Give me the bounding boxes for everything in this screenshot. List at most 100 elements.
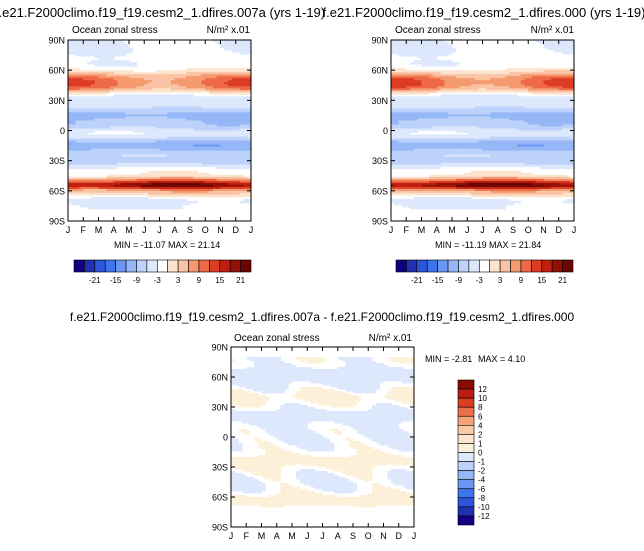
- heatmap-cell: [148, 206, 153, 210]
- heatmap-cell: [201, 180, 206, 184]
- heatmap-cell: [106, 100, 111, 103]
- heatmap-cell: [220, 88, 225, 91]
- heatmap-cell: [524, 120, 529, 123]
- heatmap-cell: [551, 40, 556, 43]
- heatmap-cell: [132, 180, 138, 184]
- heatmap-cell: [406, 80, 411, 83]
- heatmap-cell: [562, 44, 567, 47]
- colorbar-swatch: [198, 259, 210, 273]
- heatmap-cell: [532, 86, 537, 89]
- heatmap-cell: [144, 188, 149, 192]
- heatmap-cell: [543, 126, 548, 129]
- heatmap-cell: [497, 72, 502, 75]
- heatmap-cell: [216, 180, 221, 184]
- heatmap-cell: [148, 94, 153, 97]
- heatmap-cell: [151, 94, 157, 97]
- heatmap-cell: [117, 200, 122, 204]
- heatmap-cell: [132, 188, 138, 192]
- heatmap-cell: [205, 194, 210, 198]
- heatmap-cell: [201, 140, 206, 143]
- heatmap-cell: [417, 76, 422, 79]
- heatmap-cell: [193, 158, 199, 162]
- heatmap-cell: [505, 96, 510, 99]
- heatmap-cell: [117, 100, 122, 103]
- heatmap-cell: [209, 164, 214, 168]
- heatmap-cell: [94, 162, 99, 166]
- heatmap-cell: [205, 136, 210, 139]
- heatmap-cell: [212, 132, 218, 135]
- heatmap-cell: [117, 206, 122, 210]
- heatmap-cell: [551, 118, 556, 121]
- heatmap-cell: [562, 80, 567, 83]
- heatmap-cell: [75, 198, 80, 202]
- heatmap-cell: [170, 102, 176, 105]
- heatmap-cell: [239, 178, 244, 182]
- heatmap-cell: [421, 64, 426, 67]
- heatmap-cell: [174, 80, 179, 83]
- heatmap-cell: [509, 70, 514, 73]
- heatmap-cell: [513, 108, 518, 111]
- heatmap-cell: [113, 136, 118, 139]
- heatmap-cell: [220, 122, 225, 125]
- heatmap-cell: [201, 134, 206, 137]
- heatmap-cell: [148, 194, 153, 198]
- heatmap-cell: [482, 106, 487, 109]
- heatmap-cell: [228, 68, 233, 71]
- heatmap-cell: [163, 124, 168, 127]
- heatmap-cell: [452, 72, 457, 75]
- heatmap-cell: [421, 70, 426, 73]
- heatmap-cell: [231, 134, 237, 137]
- heatmap-cell: [394, 68, 400, 71]
- heatmap-cell: [117, 76, 122, 79]
- heatmap-cell: [231, 74, 237, 77]
- heatmap-cell: [148, 122, 153, 125]
- heatmap-cell: [90, 136, 96, 139]
- heatmap-cell: [129, 126, 134, 129]
- heatmap-cell: [151, 156, 157, 160]
- heatmap-cell: [398, 76, 403, 79]
- heatmap-cell: [117, 190, 122, 194]
- heatmap-cell: [566, 84, 571, 87]
- heatmap-cell: [528, 128, 533, 131]
- heatmap-cell: [224, 160, 229, 164]
- heatmap-cell: [159, 154, 164, 158]
- heatmap-cell: [182, 172, 187, 176]
- heatmap-cell: [186, 68, 191, 71]
- heatmap-cell: [98, 100, 103, 103]
- heatmap-cell: [155, 82, 160, 85]
- heatmap-cell: [148, 112, 153, 115]
- heatmap-cell: [163, 120, 168, 123]
- heatmap-cell: [136, 76, 141, 79]
- heatmap-cell: [148, 120, 153, 123]
- heatmap-cell: [482, 100, 487, 103]
- heatmap-cell: [129, 192, 134, 196]
- heatmap-cell: [467, 72, 472, 75]
- heatmap-cell: [98, 54, 103, 57]
- heatmap-cell: [516, 80, 522, 83]
- heatmap-cell: [182, 198, 187, 202]
- heatmap-cell: [509, 120, 514, 123]
- heatmap-cell: [163, 98, 168, 101]
- heatmap-cell: [117, 114, 122, 117]
- heatmap-cell: [113, 158, 118, 162]
- heatmap-cell: [94, 62, 99, 65]
- heatmap-cell: [513, 100, 518, 103]
- heatmap-cell: [163, 174, 168, 178]
- heatmap-cell: [235, 152, 240, 156]
- heatmap-cell: [174, 114, 179, 117]
- heatmap-cell: [167, 148, 172, 152]
- heatmap-cell: [87, 178, 92, 182]
- heatmap-cell: [90, 114, 96, 117]
- heatmap-cell: [98, 180, 103, 184]
- heatmap-cell: [94, 92, 99, 95]
- heatmap-cell: [524, 110, 529, 113]
- heatmap-cell: [486, 122, 491, 125]
- heatmap-cell: [113, 142, 118, 145]
- heatmap-cell: [440, 102, 445, 105]
- heatmap-cell: [190, 106, 195, 109]
- heatmap-cell: [125, 122, 130, 125]
- heatmap-cell: [83, 88, 88, 91]
- heatmap-cell: [231, 128, 237, 131]
- heatmap-cell: [243, 80, 248, 83]
- heatmap-cell: [121, 182, 126, 186]
